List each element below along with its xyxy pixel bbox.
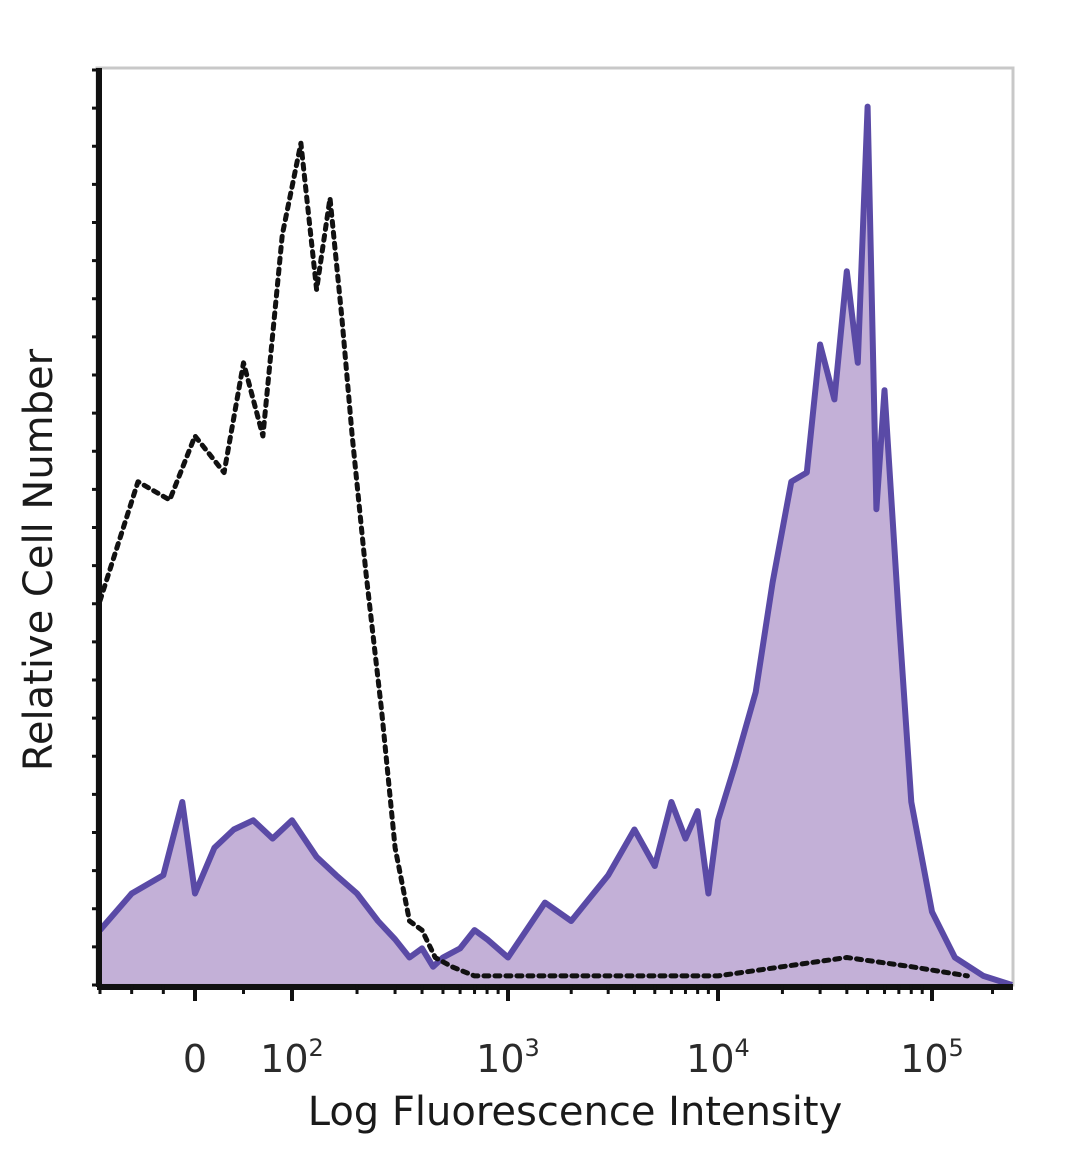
y-axis-title: Relative Cell Number — [16, 348, 62, 771]
tick-label-layer: 0 102 103 104 105 — [183, 1034, 964, 1081]
x-tick-label: 105 — [900, 1034, 964, 1081]
x-tick-label: 103 — [476, 1034, 540, 1081]
series-layer — [97, 103, 1013, 988]
stained-histogram-fill — [100, 106, 1012, 986]
x-axis-title: Log Fluorescence Intensity — [308, 1089, 843, 1135]
x-tick-label: 104 — [686, 1034, 750, 1081]
tick-layer — [92, 68, 995, 1001]
stained-histogram-line — [97, 103, 1013, 988]
control-histogram-line — [97, 140, 970, 979]
x-tick-label: 0 — [183, 1037, 207, 1081]
x-tick-label: 102 — [260, 1034, 324, 1081]
